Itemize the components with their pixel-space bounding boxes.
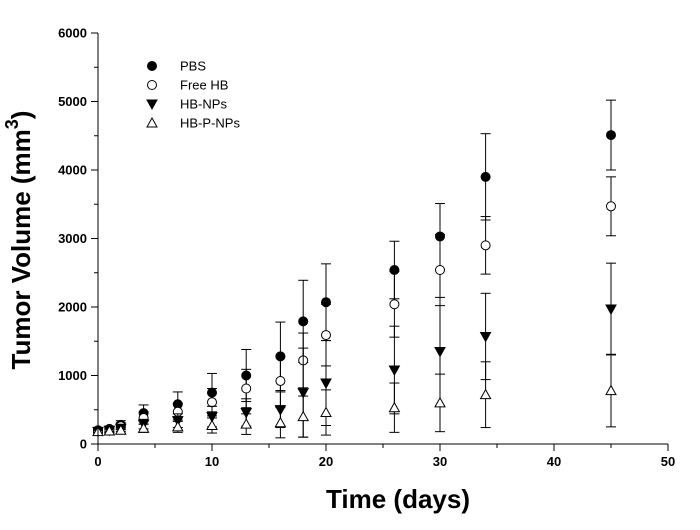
data-point (240, 407, 253, 419)
legend-label: PBS (180, 59, 206, 74)
x-tick-label: 50 (661, 454, 675, 469)
data-point (137, 422, 150, 433)
legend-marker (146, 116, 158, 128)
legend-entry: HB-P-NPs (146, 116, 240, 131)
data-point (241, 383, 252, 394)
legend-entry: HB-NPs (146, 97, 227, 112)
data-point (389, 299, 400, 310)
legend-entry: PBS (147, 59, 206, 74)
data-point (240, 418, 253, 429)
data-point (206, 412, 218, 423)
y-tick-label: 2000 (58, 300, 87, 315)
data-point (605, 384, 617, 396)
x-tick-label: 30 (433, 454, 447, 469)
data-point (606, 201, 616, 212)
data-point (480, 171, 491, 182)
data-point (275, 375, 286, 386)
data-point (297, 410, 310, 422)
data-point (321, 330, 331, 341)
data-point (388, 401, 401, 413)
x-tick-label: 0 (94, 454, 101, 469)
series-hb-nps (92, 262, 617, 438)
data-point (103, 424, 116, 436)
y-tick-label: 4000 (58, 163, 87, 178)
series-hb-p-nps (92, 353, 617, 439)
data-point (388, 365, 401, 377)
data-point (434, 396, 446, 408)
data-point (320, 406, 332, 417)
legend-label: Free HB (180, 78, 228, 93)
y-axis-title-superscript: 3 (2, 119, 22, 129)
y-tick-label: 1000 (58, 368, 87, 383)
data-point (206, 419, 218, 431)
data-point (435, 265, 445, 276)
y-tick-label: 3000 (58, 231, 87, 246)
x-axis-title: Time (days) (326, 484, 470, 514)
data-point (434, 347, 446, 358)
y-tick-label: 6000 (58, 26, 87, 41)
x-tick-label: 20 (319, 454, 333, 469)
data-point (298, 316, 309, 327)
legend-marker (147, 61, 157, 71)
legend-label: HB-P-NPs (180, 116, 240, 131)
plot-area (92, 99, 617, 439)
data-point (480, 240, 491, 251)
data-point (606, 130, 616, 141)
y-tick-label: 5000 (58, 94, 87, 109)
data-point (114, 424, 127, 435)
data-point (274, 416, 287, 428)
legend: PBS Free HB HB-NPs HB-P-NPs (146, 59, 240, 131)
x-tick-label: 10 (205, 454, 219, 469)
data-point (479, 331, 492, 343)
series-free-hb (93, 176, 616, 436)
legend-label: HB-NPs (180, 97, 227, 112)
data-point (297, 388, 310, 399)
legend-marker (146, 99, 158, 111)
data-point (207, 397, 217, 408)
legend-entry: Free HB (147, 78, 228, 93)
data-point (479, 388, 492, 400)
legend-marker (147, 80, 157, 90)
data-point (605, 304, 617, 316)
y-tick-label: 0 (80, 437, 87, 452)
series-pbs (93, 99, 616, 436)
y-axis-title: Tumor Volume (mm3) (2, 111, 36, 370)
data-point (320, 378, 332, 390)
x-tick-label: 40 (547, 454, 561, 469)
axes: 0 10 20 30 40 50 0 1000 2000 3000 4000 5000 6000 (58, 26, 675, 470)
data-point (171, 420, 184, 432)
y-axis-title-close: ) (6, 111, 36, 120)
y-axis-title-main: Tumor Volume (mm (6, 129, 36, 369)
